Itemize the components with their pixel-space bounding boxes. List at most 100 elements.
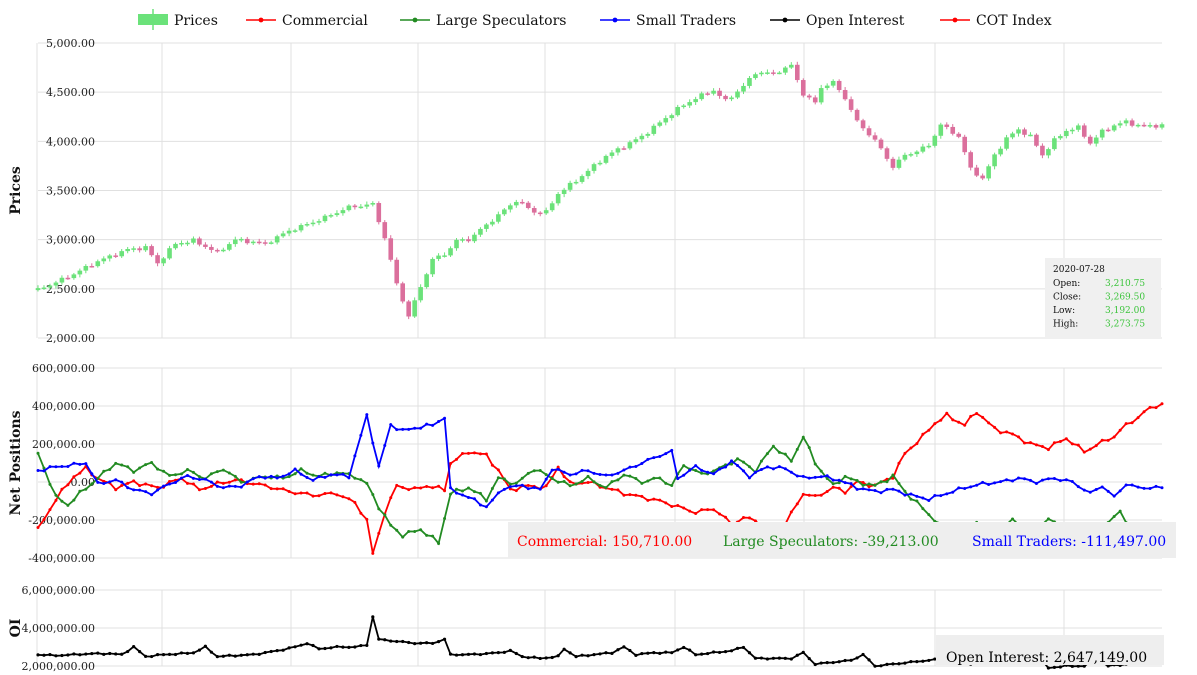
y-tick-label: -400,000.00 <box>28 552 95 565</box>
series-point <box>610 480 613 483</box>
tooltip-value: 3,269.50 <box>1105 293 1145 303</box>
candle-body <box>1088 137 1093 144</box>
candle-body <box>974 168 979 176</box>
series-point <box>658 477 661 480</box>
readout-text: Large Speculators: -39,213.00 <box>723 534 939 550</box>
series-point <box>1095 488 1098 491</box>
legend-item-commercial[interactable]: Commercial <box>246 13 368 29</box>
series-point <box>276 649 279 652</box>
series-point <box>832 486 835 489</box>
series-point <box>676 504 679 507</box>
series-point <box>240 654 243 657</box>
series-point <box>144 655 147 658</box>
series-point <box>192 651 195 654</box>
series-point <box>515 484 518 487</box>
legend-item-cot-index[interactable]: COT Index <box>940 13 1052 29</box>
series-point <box>1023 442 1026 445</box>
series-point <box>431 535 434 538</box>
series-point <box>341 473 344 476</box>
candle-body <box>885 148 890 159</box>
series-point <box>515 652 518 655</box>
series-point <box>365 644 368 647</box>
y-tick-label: 3,000.00 <box>46 234 95 247</box>
series-point <box>838 487 841 490</box>
series-point <box>999 431 1002 434</box>
candle-body <box>526 203 531 208</box>
candle-body <box>634 139 639 142</box>
series-point <box>449 493 452 496</box>
series-point <box>401 428 404 431</box>
candle-body <box>299 225 304 230</box>
series-point <box>975 484 978 487</box>
series-point <box>150 484 153 487</box>
series-point <box>897 490 900 493</box>
series-point <box>933 494 936 497</box>
series-point <box>1131 421 1134 424</box>
series-point <box>700 653 703 656</box>
series-point <box>288 490 291 493</box>
series-point <box>646 652 649 655</box>
candle-body <box>1094 138 1099 144</box>
series-point <box>957 421 960 424</box>
series-point <box>1077 485 1080 488</box>
series-point <box>198 649 201 652</box>
series-point <box>1107 439 1110 442</box>
series-point <box>150 655 153 658</box>
series-point <box>820 475 823 478</box>
series-point <box>569 484 572 487</box>
series-point <box>156 489 159 492</box>
legend-item-large-speculators[interactable]: Large Speculators <box>400 13 566 29</box>
series-point <box>413 530 416 533</box>
series-point <box>826 661 829 664</box>
legend-item-open-interest[interactable]: Open Interest <box>770 13 905 29</box>
series-point <box>569 651 572 654</box>
candle-body <box>813 97 818 102</box>
series-point <box>114 488 117 491</box>
series-point <box>987 483 990 486</box>
series-point <box>186 474 189 477</box>
candle-body <box>412 300 417 316</box>
candle-body <box>448 248 453 255</box>
series-point <box>120 484 123 487</box>
series-point <box>1005 430 1008 433</box>
series-point <box>401 640 404 643</box>
series-point <box>539 657 542 660</box>
series-point <box>778 451 781 454</box>
series-point <box>461 490 464 493</box>
series-point <box>521 655 524 658</box>
series-point <box>335 493 338 496</box>
series-point <box>467 496 470 499</box>
ohlc-tooltip: 2020-07-28Open: 3,210.75Close: 3,269.50Low… <box>1045 258 1161 338</box>
candle-body <box>454 240 459 248</box>
series-point <box>969 485 972 488</box>
series-point <box>909 492 912 495</box>
series-point <box>963 424 966 427</box>
series-point <box>90 652 93 655</box>
legend[interactable]: Prices Commercial Large Speculators Small T… <box>138 9 1052 30</box>
series-point <box>168 480 171 483</box>
candle-body <box>436 256 441 259</box>
series-point <box>909 660 912 663</box>
candle-body <box>215 250 220 252</box>
candle-body <box>1160 124 1165 127</box>
series-point <box>981 416 984 419</box>
legend-item-small-traders[interactable]: Small Traders <box>600 13 736 29</box>
legend-item-prices[interactable]: Prices <box>138 9 218 30</box>
series-point <box>84 652 87 655</box>
series-point <box>718 651 721 654</box>
candle-body <box>90 266 95 268</box>
series-point <box>353 501 356 504</box>
series-point <box>419 642 422 645</box>
series-point <box>234 655 237 658</box>
series-point <box>42 518 45 521</box>
series-point <box>395 484 398 487</box>
series-point <box>748 476 751 479</box>
series-point <box>634 465 637 468</box>
series-point <box>1119 510 1122 513</box>
candle-body <box>1112 125 1117 130</box>
series-point <box>329 491 332 494</box>
series-point <box>66 504 69 507</box>
series-point <box>72 652 75 655</box>
candle-body <box>801 80 806 96</box>
series-point <box>694 653 697 656</box>
